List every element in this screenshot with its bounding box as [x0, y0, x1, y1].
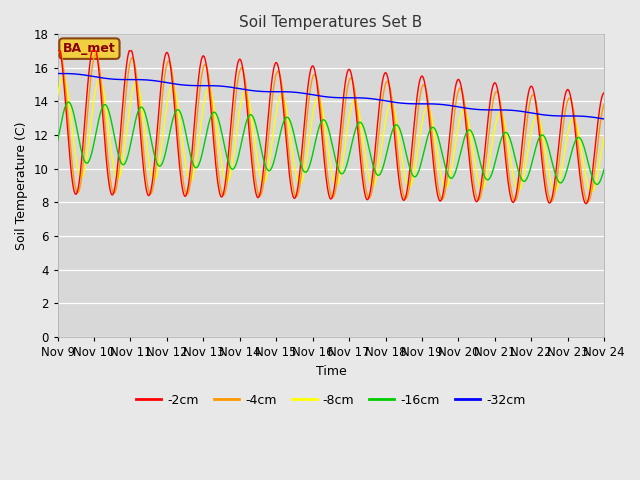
- Y-axis label: Soil Temperature (C): Soil Temperature (C): [15, 121, 28, 250]
- X-axis label: Time: Time: [316, 365, 346, 378]
- Legend: -2cm, -4cm, -8cm, -16cm, -32cm: -2cm, -4cm, -8cm, -16cm, -32cm: [131, 389, 531, 412]
- Text: BA_met: BA_met: [63, 42, 116, 55]
- Title: Soil Temperatures Set B: Soil Temperatures Set B: [239, 15, 422, 30]
